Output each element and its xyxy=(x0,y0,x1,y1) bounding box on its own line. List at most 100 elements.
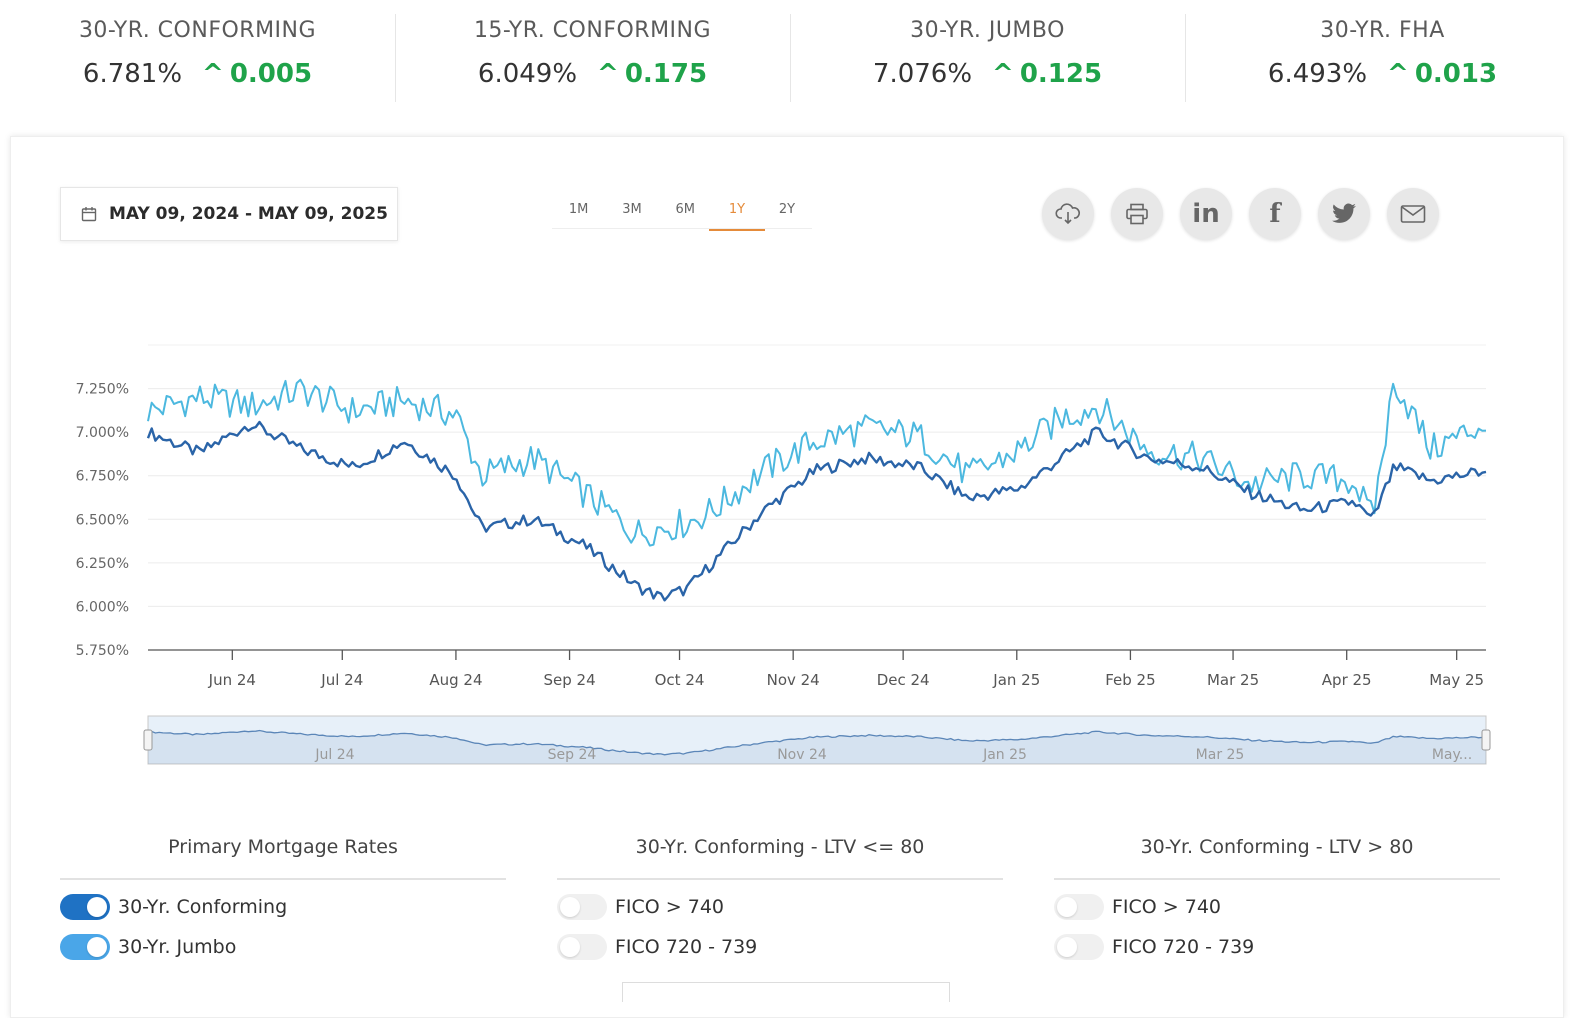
navigator-label: May... xyxy=(1432,747,1472,763)
toggle-switch[interactable] xyxy=(557,894,607,920)
navigator-label: Nov 24 xyxy=(777,747,827,763)
calendar-icon xyxy=(81,207,97,222)
y-tick-label: 5.750% xyxy=(76,643,129,659)
toggle-switch[interactable] xyxy=(60,894,110,920)
x-tick-label: Mar 25 xyxy=(1207,671,1259,689)
period-2y[interactable]: 2Y xyxy=(778,201,796,217)
y-tick-label: 6.750% xyxy=(76,469,129,485)
period-1y[interactable]: 1Y xyxy=(708,196,766,231)
scroll-tab[interactable] xyxy=(622,982,950,1002)
x-tick-label: Jun 24 xyxy=(208,671,256,689)
range-navigator[interactable]: Jul 24 Sep 24 Nov 24 Jan 25 Mar 25 May... xyxy=(143,715,1491,765)
y-tick-label: 6.000% xyxy=(76,599,129,615)
twitter-icon xyxy=(1332,203,1356,223)
series-line-30yr-jumbo xyxy=(147,378,1487,547)
y-tick-label: 7.000% xyxy=(76,425,129,441)
group-primary-mortgage-rates: Primary Mortgage Rates 30-Yr. Conforming… xyxy=(60,836,506,1001)
toggle-label: 30-Yr. Jumbo xyxy=(118,936,237,958)
chart-grid xyxy=(148,344,1486,651)
up-arrow-icon: ^ xyxy=(597,59,619,89)
navigator-series xyxy=(147,729,1487,756)
date-range-picker[interactable]: MAY 09, 2024 - MAY 09, 2025 xyxy=(60,187,398,241)
rate-tile-30yr-jumbo: 30-YR. JUMBO 7.076% ^ 0.125 xyxy=(790,0,1185,128)
print-button[interactable] xyxy=(1111,188,1163,240)
rate-title: 30-YR. CONFORMING xyxy=(78,18,317,43)
linkedin-icon: in xyxy=(1192,199,1220,229)
toggle-30yr-conforming[interactable]: 30-Yr. Conforming xyxy=(60,894,506,920)
email-share-button[interactable] xyxy=(1387,188,1439,240)
x-tick-label: Sep 24 xyxy=(543,671,595,689)
toggle-fico-720-739[interactable]: FICO 720 - 739 xyxy=(1054,934,1500,960)
rate-tile-30yr-fha: 30-YR. FHA 6.493% ^ 0.013 xyxy=(1185,0,1580,128)
rate-change: 0.125 xyxy=(1019,59,1103,89)
linkedin-share-button[interactable]: in xyxy=(1180,188,1232,240)
print-icon xyxy=(1126,203,1148,225)
y-axis-ticks: 7.250% 7.000% 6.750% 6.500% 6.250% 6.000% 5.75… xyxy=(76,382,129,659)
group-title: 30-Yr. Conforming - LTV > 80 xyxy=(1054,836,1500,880)
y-tick-label: 6.250% xyxy=(76,556,129,572)
rate-title: 15-YR. CONFORMING xyxy=(473,18,712,43)
toggle-switch[interactable] xyxy=(1054,934,1104,960)
rate-value: 6.049% xyxy=(477,59,578,89)
rate-summary-bar: 30-YR. CONFORMING 6.781% ^ 0.005 15-YR. CO… xyxy=(0,0,1582,128)
x-tick-label: Oct 24 xyxy=(655,671,705,689)
x-tick-label: May 25 xyxy=(1429,671,1484,689)
rate-tile-15yr-conforming: 15-YR. CONFORMING 6.049% ^ 0.175 xyxy=(395,0,790,128)
navigator-label: Jan 25 xyxy=(982,747,1027,763)
period-6m[interactable]: 6M xyxy=(675,201,696,217)
period-selector: 1M 3M 6M 1Y 2Y xyxy=(552,190,812,231)
navigator-label: Jul 24 xyxy=(314,747,354,763)
toggle-switch[interactable] xyxy=(557,934,607,960)
group-conforming-ltv-gt-80: 30-Yr. Conforming - LTV > 80 FICO > 740 … xyxy=(1054,836,1500,1001)
period-3m[interactable]: 3M xyxy=(622,201,642,217)
toggle-label: FICO 720 - 739 xyxy=(615,936,758,958)
rate-value: 6.493% xyxy=(1267,59,1368,89)
group-conforming-ltv-le-80: 30-Yr. Conforming - LTV <= 80 FICO > 740… xyxy=(557,836,1003,1001)
x-tick-label: Apr 25 xyxy=(1322,671,1372,689)
chart-card xyxy=(10,136,1564,1018)
share-toolbar: in f xyxy=(1042,188,1456,240)
mortgage-rate-chart: 7.250% 7.000% 6.750% 6.500% 6.250% 6.000% 5.75… xyxy=(76,344,1491,765)
toggle-switch[interactable] xyxy=(60,934,110,960)
toggle-fico-740-plus[interactable]: FICO > 740 xyxy=(557,894,1003,920)
rate-value: 6.781% xyxy=(82,59,183,89)
rate-title: 30-YR. JUMBO xyxy=(910,18,1065,43)
x-tick-label: Feb 25 xyxy=(1105,671,1155,689)
navigator-handle[interactable] xyxy=(1481,729,1491,751)
rate-change: 0.175 xyxy=(624,59,708,89)
x-tick-label: Nov 24 xyxy=(767,671,820,689)
toggle-switch[interactable] xyxy=(1054,894,1104,920)
series-line-30yr-conforming xyxy=(146,420,1487,602)
x-axis-ticks: Jun 24 Jul 24 Aug 24 Sep 24 Oct 24 Nov 24 Dec … xyxy=(148,649,1486,689)
twitter-share-button[interactable] xyxy=(1318,188,1370,240)
x-tick-label: Jul 24 xyxy=(320,671,363,689)
group-title: Primary Mortgage Rates xyxy=(60,836,506,880)
rate-title: 30-YR. FHA xyxy=(1320,18,1445,43)
rate-change: 0.005 xyxy=(229,59,313,89)
rate-value: 7.076% xyxy=(872,59,973,89)
toggle-label: FICO 720 - 739 xyxy=(1112,936,1255,958)
toggle-label: FICO > 740 xyxy=(1112,896,1222,918)
facebook-icon: f xyxy=(1269,199,1281,229)
y-tick-label: 7.250% xyxy=(76,382,129,398)
toggle-fico-740-plus[interactable]: FICO > 740 xyxy=(1054,894,1500,920)
navigator-label: Sep 24 xyxy=(548,747,597,763)
period-1m[interactable]: 1M xyxy=(568,201,589,217)
navigator-handle[interactable] xyxy=(143,729,153,751)
date-range-text: MAY 09, 2024 - MAY 09, 2025 xyxy=(109,204,388,224)
toggle-fico-720-739[interactable]: FICO 720 - 739 xyxy=(557,934,1003,960)
group-title: 30-Yr. Conforming - LTV <= 80 xyxy=(557,836,1003,880)
facebook-share-button[interactable]: f xyxy=(1249,188,1301,240)
email-icon xyxy=(1400,205,1426,223)
up-arrow-icon: ^ xyxy=(202,59,224,89)
rate-change: 0.013 xyxy=(1414,59,1498,89)
up-arrow-icon: ^ xyxy=(992,59,1014,89)
download-button[interactable] xyxy=(1042,188,1094,240)
cloud-download-icon xyxy=(1055,203,1080,225)
toggle-label: FICO > 740 xyxy=(615,896,725,918)
series-toggle-groups: Primary Mortgage Rates 30-Yr. Conforming… xyxy=(60,836,1500,1001)
toggle-30yr-jumbo[interactable]: 30-Yr. Jumbo xyxy=(60,934,506,960)
chart-series xyxy=(146,378,1487,602)
toggle-label: 30-Yr. Conforming xyxy=(118,896,288,918)
y-tick-label: 6.500% xyxy=(76,512,129,528)
